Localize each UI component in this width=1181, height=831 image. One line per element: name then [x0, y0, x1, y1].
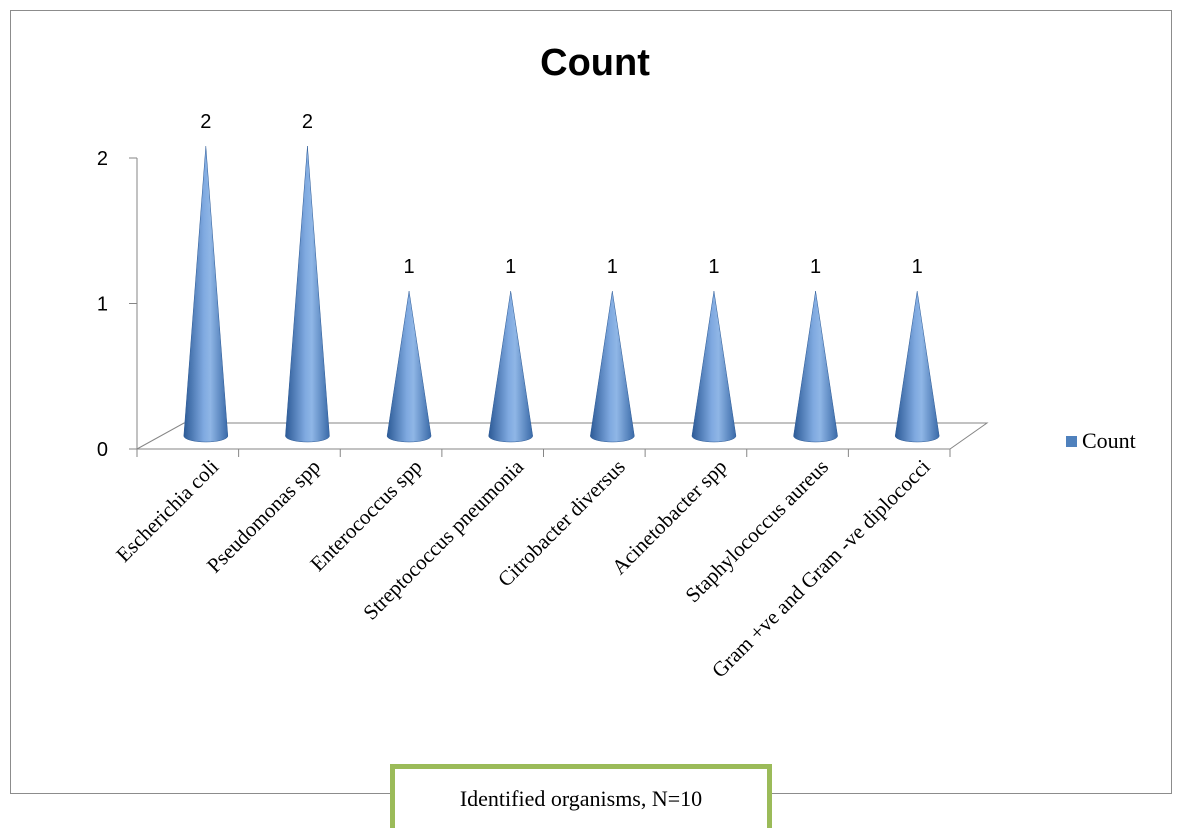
cone-bar	[793, 290, 838, 443]
cone-bar	[691, 290, 737, 443]
data-label: 1	[810, 256, 821, 278]
data-labels: 2 2 1 1 1 1 1 1	[200, 111, 923, 278]
cone-body	[488, 290, 533, 443]
data-label: 1	[505, 256, 516, 278]
y-tick-label: 1	[97, 294, 108, 316]
y-axis-ticks: 0 1 2	[97, 148, 137, 461]
caption-box: Identified organisms, N=10	[390, 764, 772, 828]
chart-bars	[183, 145, 940, 443]
cone-body	[285, 145, 330, 443]
cone-bar	[488, 290, 533, 443]
data-label: 2	[200, 111, 211, 133]
x-category-label: Escherichia coli	[111, 454, 223, 566]
data-label: 1	[912, 256, 923, 278]
legend-swatch	[1066, 435, 1077, 447]
data-label: 2	[302, 111, 313, 133]
y-tick-label: 0	[97, 439, 108, 461]
cone-bar	[894, 290, 940, 443]
chart-title: Count	[540, 42, 650, 84]
data-label: 1	[607, 256, 618, 278]
legend-label: Count	[1082, 428, 1136, 453]
cone-bar	[590, 290, 635, 443]
chart-caption: Identified organisms, N=10	[459, 785, 703, 811]
cone-body	[590, 290, 635, 443]
y-tick-label: 2	[97, 148, 108, 170]
cone-body	[386, 290, 432, 443]
cone-body	[793, 290, 838, 443]
data-label: 1	[404, 256, 415, 278]
cone-body	[691, 290, 737, 443]
data-label: 1	[708, 256, 719, 278]
cone-bar	[183, 145, 229, 443]
cone-bar	[386, 290, 432, 443]
chart-axes	[136, 158, 989, 457]
cone-body	[183, 145, 229, 443]
cone-bar	[285, 145, 330, 443]
x-category-label: Gram +ve and Gram -ve diplococci	[707, 454, 935, 682]
cone-body	[894, 290, 940, 443]
chart-legend: Count	[1066, 428, 1136, 454]
floor-plane	[136, 422, 989, 450]
